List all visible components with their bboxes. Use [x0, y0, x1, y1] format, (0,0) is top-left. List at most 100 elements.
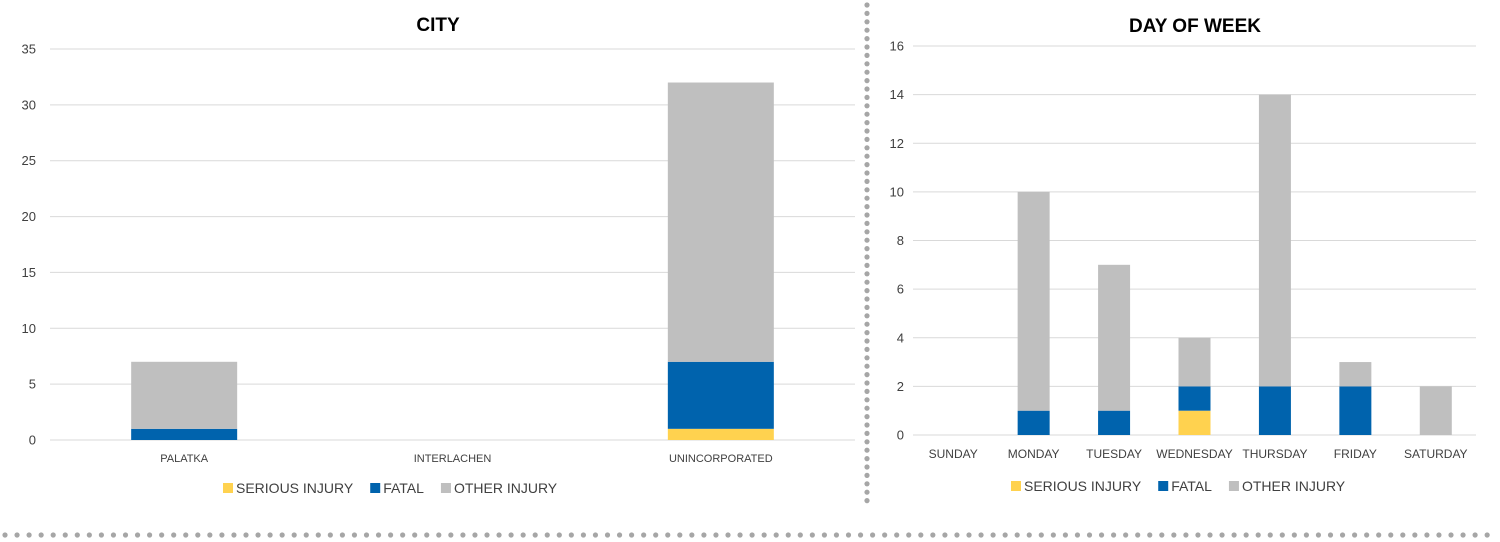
divider-dot — [1424, 532, 1430, 538]
bar-segment — [1419, 386, 1452, 435]
divider-dot — [864, 346, 870, 352]
divider-dot — [689, 532, 695, 538]
divider-dot — [864, 464, 870, 470]
divider-dot — [864, 86, 870, 92]
y-tick-label: 0 — [29, 433, 36, 448]
day-of-week-chart: DAY OF WEEK 0 2 4 6 8 10 12 14 16 SUNDAY MONDAY TUES… — [890, 16, 1476, 494]
divider-dot — [1207, 532, 1213, 538]
divider-dot — [882, 532, 888, 538]
divider-dot — [147, 532, 153, 538]
bar-segment — [1098, 410, 1131, 435]
divider-dot — [62, 532, 68, 538]
divider-dot — [864, 456, 870, 462]
divider-dot — [183, 532, 189, 538]
legend: SERIOUS INJURY FATAL OTHER INJURY — [223, 480, 558, 496]
divider-dot — [1352, 532, 1358, 538]
divider-dot — [864, 187, 870, 193]
bar-segment — [1098, 264, 1131, 411]
divider-dot — [544, 532, 550, 538]
divider-dot — [864, 103, 870, 109]
divider-dot — [725, 532, 731, 538]
divider-dot — [412, 532, 418, 538]
divider-dot — [1183, 532, 1189, 538]
x-tick-label: SUNDAY — [929, 447, 978, 461]
bar-segment — [667, 361, 774, 429]
divider-dot — [954, 532, 960, 538]
divider-dot — [864, 120, 870, 126]
y-tick-label: 2 — [897, 379, 904, 394]
y-tick-label: 6 — [897, 282, 904, 297]
divider-dot — [864, 128, 870, 134]
divider-dot — [267, 532, 273, 538]
divider-dot — [864, 439, 870, 445]
divider-dot — [821, 532, 828, 538]
y-tick-label: 4 — [897, 330, 904, 345]
divider-dot — [857, 532, 864, 538]
divider-dot — [1074, 532, 1081, 538]
divider-dot — [864, 271, 870, 277]
divider-dot — [1279, 532, 1285, 538]
legend-label: SERIOUS INJURY — [1024, 478, 1142, 494]
divider-dot — [864, 36, 870, 42]
bar-segment — [1258, 386, 1291, 435]
divider-dot — [864, 229, 870, 235]
divider-dot — [339, 532, 345, 538]
legend-swatch — [223, 483, 233, 493]
divider-dot — [568, 532, 574, 538]
divider-dot — [159, 532, 165, 538]
divider-dot — [110, 532, 117, 538]
divider-dot — [1339, 532, 1346, 538]
bar-segment — [667, 82, 774, 362]
divider-dot — [864, 162, 870, 168]
divider-dot — [978, 532, 984, 538]
divider-dot — [1026, 532, 1032, 538]
divider-dot — [864, 363, 870, 369]
divider-dot — [508, 532, 514, 538]
y-tick-label: 30 — [22, 97, 36, 112]
divider-dot — [1038, 532, 1044, 538]
bar-segment — [1339, 362, 1372, 387]
divider-dot — [520, 532, 526, 538]
divider-dot — [864, 288, 870, 294]
divider-dot — [864, 61, 870, 67]
y-tick-label: 12 — [890, 136, 904, 151]
divider-dot — [942, 532, 948, 538]
divider-dot — [460, 532, 466, 538]
divider-dot — [845, 532, 852, 538]
divider-dot — [496, 532, 502, 538]
divider-dot — [327, 532, 333, 538]
divider-dot — [74, 532, 80, 538]
divider-dot — [864, 296, 870, 302]
divider-dot — [870, 532, 876, 538]
divider-dot — [1062, 532, 1068, 538]
divider-dot — [864, 388, 870, 394]
x-tick-label: PALATKA — [160, 453, 209, 465]
divider-dot — [219, 532, 225, 538]
divider-dot — [50, 532, 56, 538]
divider-dot — [1159, 532, 1165, 538]
y-tick-label: 10 — [22, 321, 36, 336]
y-tick-label: 15 — [22, 265, 36, 280]
legend-label: FATAL — [383, 480, 424, 496]
divider-dot — [864, 27, 870, 33]
divider-dot — [864, 111, 870, 117]
legend-swatch — [1011, 481, 1021, 491]
divider-dot — [1472, 532, 1478, 538]
divider-dot — [797, 532, 803, 538]
divider-dot — [291, 532, 297, 538]
divider-dot — [556, 532, 562, 538]
divider-dot — [1376, 532, 1382, 538]
divider-dot — [864, 397, 870, 403]
divider-dot — [351, 532, 358, 538]
divider-dot — [864, 472, 870, 478]
divider-dot — [1050, 532, 1056, 538]
divider-dot — [864, 338, 870, 344]
divider-dot — [1123, 532, 1129, 538]
divider-dot — [231, 532, 237, 538]
divider-dot — [1484, 532, 1490, 538]
y-tick-label: 25 — [22, 153, 36, 168]
divider-dot — [98, 532, 104, 538]
divider-dot — [1147, 532, 1153, 538]
divider-dot — [207, 532, 213, 538]
y-tick-label: 16 — [890, 39, 904, 54]
